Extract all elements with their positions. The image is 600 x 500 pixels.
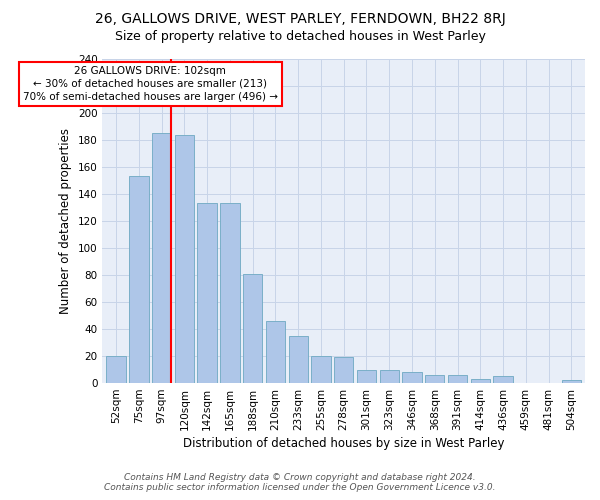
Bar (220, 204, 239, 383)
Bar (311, 356, 331, 383)
Bar (289, 336, 308, 383)
Bar (470, 379, 490, 383)
Bar (152, 134, 171, 383)
Text: 26, GALLOWS DRIVE, WEST PARLEY, FERNDOWN, BH22 8RJ: 26, GALLOWS DRIVE, WEST PARLEY, FERNDOWN… (95, 12, 505, 26)
Bar (175, 134, 194, 383)
Bar (425, 375, 445, 383)
Bar (129, 176, 149, 383)
Text: Size of property relative to detached houses in West Parley: Size of property relative to detached ho… (115, 30, 485, 43)
Bar (357, 370, 376, 383)
Text: 26 GALLOWS DRIVE: 102sqm
← 30% of detached houses are smaller (213)
70% of semi-: 26 GALLOWS DRIVE: 102sqm ← 30% of detach… (23, 66, 278, 102)
Bar (493, 376, 513, 383)
Bar (334, 358, 353, 383)
Bar (380, 370, 399, 383)
Y-axis label: Number of detached properties: Number of detached properties (59, 128, 72, 314)
Bar (243, 274, 262, 383)
Bar (106, 356, 126, 383)
Bar (403, 372, 422, 383)
Bar (266, 321, 285, 383)
X-axis label: Distribution of detached houses by size in West Parley: Distribution of detached houses by size … (183, 437, 505, 450)
Text: Contains HM Land Registry data © Crown copyright and database right 2024.
Contai: Contains HM Land Registry data © Crown c… (104, 473, 496, 492)
Bar (562, 380, 581, 383)
Bar (197, 204, 217, 383)
Bar (448, 375, 467, 383)
